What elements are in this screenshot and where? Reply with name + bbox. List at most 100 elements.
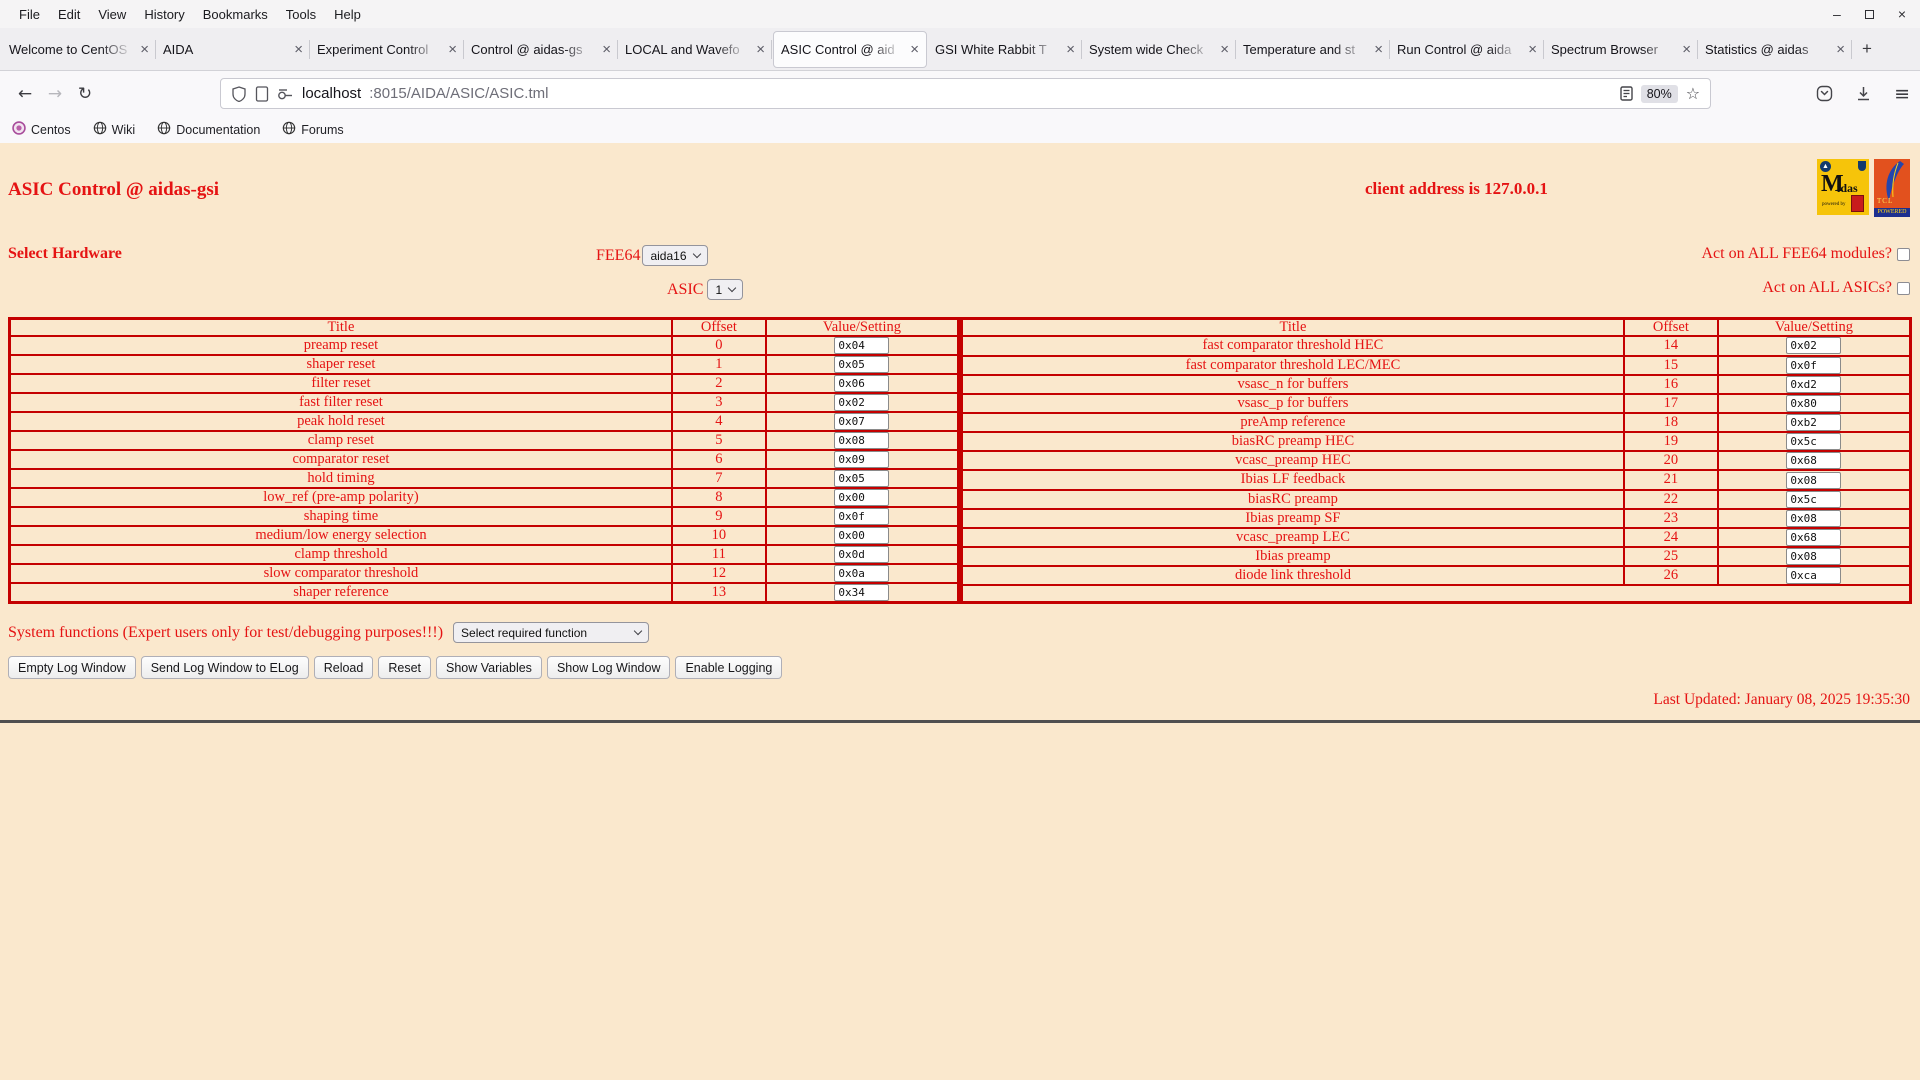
download-icon[interactable] [1855,85,1872,102]
register-value-input[interactable] [1786,356,1842,374]
page-icon[interactable] [255,85,269,102]
pocket-icon[interactable] [1816,85,1833,102]
tab-local-and-wavefo[interactable]: LOCAL and Wavefo × [618,28,772,70]
register-value-input[interactable] [834,432,890,450]
close-icon[interactable]: × [1897,6,1906,22]
tab-close-icon[interactable]: × [1220,40,1229,58]
menu-history[interactable]: History [144,6,185,22]
register-value-input[interactable] [834,489,890,507]
maximize-icon[interactable] [1864,7,1874,21]
tab-spectrum-browser[interactable]: Spectrum Browser × [1544,28,1698,70]
tab-close-icon[interactable]: × [1682,40,1691,58]
tab-experiment-control[interactable]: Experiment Control × [310,28,464,70]
tab-close-icon[interactable]: × [1836,40,1845,58]
register-value-cell [764,582,960,604]
tab-control-aidas-gs[interactable]: Control @ aidas-gs × [464,28,618,70]
register-value-input[interactable] [834,337,890,355]
register-value-input[interactable] [1786,490,1842,508]
menu-file[interactable]: File [19,6,40,22]
register-value-input[interactable] [1786,375,1842,393]
tab-close-icon[interactable]: × [448,40,457,58]
empty-log-window-button[interactable]: Empty Log Window [8,656,136,680]
tab-close-icon[interactable]: × [910,40,919,58]
register-value-input[interactable] [834,413,890,431]
reload-button[interactable]: Reload [313,656,374,680]
act-all-fee64-checkbox[interactable] [1897,247,1910,261]
tab-label: Temperature and st [1243,41,1356,57]
register-value-input[interactable] [834,584,890,602]
reload-icon[interactable]: ↻ [77,83,93,104]
bookmark-wiki[interactable]: Wiki [93,121,135,138]
act-all-asics-checkbox[interactable] [1897,281,1910,295]
register-value-input[interactable] [1786,509,1842,527]
show-variables-button[interactable]: Show Variables [436,656,542,680]
tab-close-icon[interactable]: × [756,40,765,58]
register-value-input[interactable] [834,375,890,393]
bookmark-centos[interactable]: Centos [12,121,71,138]
bookmark-star-icon[interactable]: ☆ [1685,84,1701,103]
bookmark-documentation[interactable]: Documentation [157,121,260,138]
register-value-input[interactable] [834,546,890,564]
tab-close-icon[interactable]: × [1528,40,1537,58]
menu-tools[interactable]: Tools [285,6,317,22]
back-icon[interactable]: ← [17,83,33,104]
register-value-input[interactable] [1786,529,1842,547]
fee64-select[interactable]: aida16 [642,245,708,266]
tab-aida[interactable]: AIDA × [156,28,310,70]
register-value-input[interactable] [834,565,890,583]
register-value-input[interactable] [834,470,890,488]
tab-close-icon[interactable]: × [602,40,611,58]
bookmark-forums[interactable]: Forums [282,121,344,138]
tab-label: Statistics @ aidas [1705,41,1809,57]
register-value-input[interactable] [1786,337,1842,355]
register-value-input[interactable] [1786,452,1842,470]
reader-mode-icon[interactable] [1620,86,1633,101]
tcl-powered-logo[interactable]: TCL POWERED [1874,159,1910,217]
asic-select[interactable]: 1 [707,279,744,300]
register-value-input[interactable] [834,394,890,412]
tab-welcome-to-centos[interactable]: Welcome to CentOS × [2,28,156,70]
menu-help[interactable]: Help [334,6,361,22]
register-value-input[interactable] [834,356,890,374]
register-row: preamp reset 0 [8,335,960,357]
register-title: peak hold reset [8,411,673,433]
menu-edit[interactable]: Edit [57,6,81,22]
permissions-icon[interactable] [277,87,294,100]
register-value-input[interactable] [1786,567,1842,585]
forward-icon[interactable]: → [47,83,63,104]
tab-statistics-aidas[interactable]: Statistics @ aidas × [1698,28,1852,70]
shield-icon[interactable] [231,85,247,102]
register-title: clamp reset [8,430,673,452]
zoom-level-badge[interactable]: 80% [1640,84,1678,103]
midas-logo[interactable]: ▲ M idas powered by [1817,159,1869,215]
url-input[interactable]: localhost:8015/AIDA/ASIC/ASIC.tml 80% ☆ [220,78,1712,109]
menu-bookmarks[interactable]: Bookmarks [202,6,268,22]
tab-asic-control-aid[interactable]: ASIC Control @ aid × [773,30,927,68]
register-value-input[interactable] [1786,394,1842,412]
register-value-input[interactable] [834,451,890,469]
send-log-window-to-elog-button[interactable]: Send Log Window to ELog [140,656,309,680]
menu-view[interactable]: View [98,6,127,22]
register-title: Ibias preamp [960,546,1625,568]
tab-close-icon[interactable]: × [1374,40,1383,58]
enable-logging-button[interactable]: Enable Logging [675,656,783,680]
system-function-select[interactable]: Select required function [453,622,650,644]
register-value-input[interactable] [1786,471,1842,489]
register-value-input[interactable] [834,508,890,526]
tab-temperature-and-st[interactable]: Temperature and st × [1236,28,1390,70]
tab-close-icon[interactable]: × [1066,40,1075,58]
tab-system-wide-check[interactable]: System wide Check × [1082,28,1236,70]
tab-close-icon[interactable]: × [140,40,149,58]
register-value-input[interactable] [1786,414,1842,432]
new-tab-icon[interactable]: + [1862,39,1872,58]
register-value-input[interactable] [1786,548,1842,566]
show-log-window-button[interactable]: Show Log Window [546,656,671,680]
minimize-icon[interactable]: – [1833,6,1841,22]
register-value-input[interactable] [1786,433,1842,451]
menu-hamburger-icon[interactable]: ≡ [1894,82,1910,105]
register-value-input[interactable] [834,527,890,545]
tab-gsi-white-rabbit-t[interactable]: GSI White Rabbit T × [928,28,1082,70]
tab-run-control-aida[interactable]: Run Control @ aida × [1390,28,1544,70]
tab-close-icon[interactable]: × [294,40,303,58]
reset-button[interactable]: Reset [378,656,431,680]
